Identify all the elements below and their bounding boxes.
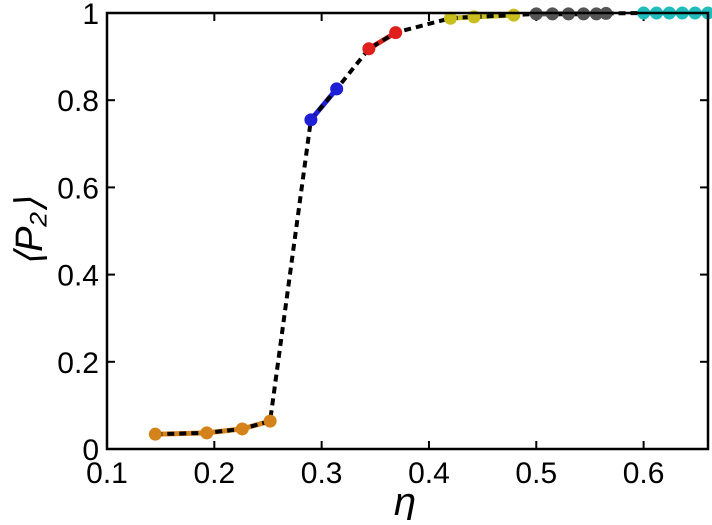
x-tick-label: 0.1 <box>86 457 128 490</box>
y-tick-label: 0.6 <box>57 172 99 205</box>
series-lines <box>155 10 708 437</box>
y-axis-label: ⟨P₂⟩ <box>9 197 51 267</box>
data-point <box>330 82 344 96</box>
plot-frame <box>105 11 710 451</box>
data-point <box>389 26 403 40</box>
y-tick-label: 0.4 <box>57 260 99 293</box>
x-tick-label: 0.6 <box>623 457 665 490</box>
dashed-fit-line <box>155 11 708 437</box>
y-tick-label: 1 <box>82 0 99 31</box>
fit-dashed-line <box>155 11 708 437</box>
x-axis-label: η <box>394 480 416 520</box>
data-point <box>362 42 376 56</box>
y-tick-label: 0.8 <box>57 85 99 118</box>
x-tick-label: 0.3 <box>301 457 343 490</box>
data-point <box>235 422 249 436</box>
x-tick-label: 0.5 <box>515 457 557 490</box>
x-tick-label: 0.4 <box>408 457 450 490</box>
axis-ticks <box>106 12 708 450</box>
data-point <box>263 414 277 428</box>
y-tick-label: 0 <box>82 434 99 467</box>
data-point <box>148 427 162 441</box>
data-point <box>507 8 521 22</box>
data-markers <box>148 6 712 441</box>
x-tick-label: 0.2 <box>193 457 235 490</box>
data-point <box>304 113 318 127</box>
tick-labels: 0.1 0.2 0.3 0.4 0.5 0.6 0 0.2 0.4 0.6 0.8 1 <box>57 0 664 490</box>
y-tick-label: 0.2 <box>57 347 99 380</box>
data-point <box>200 426 214 440</box>
